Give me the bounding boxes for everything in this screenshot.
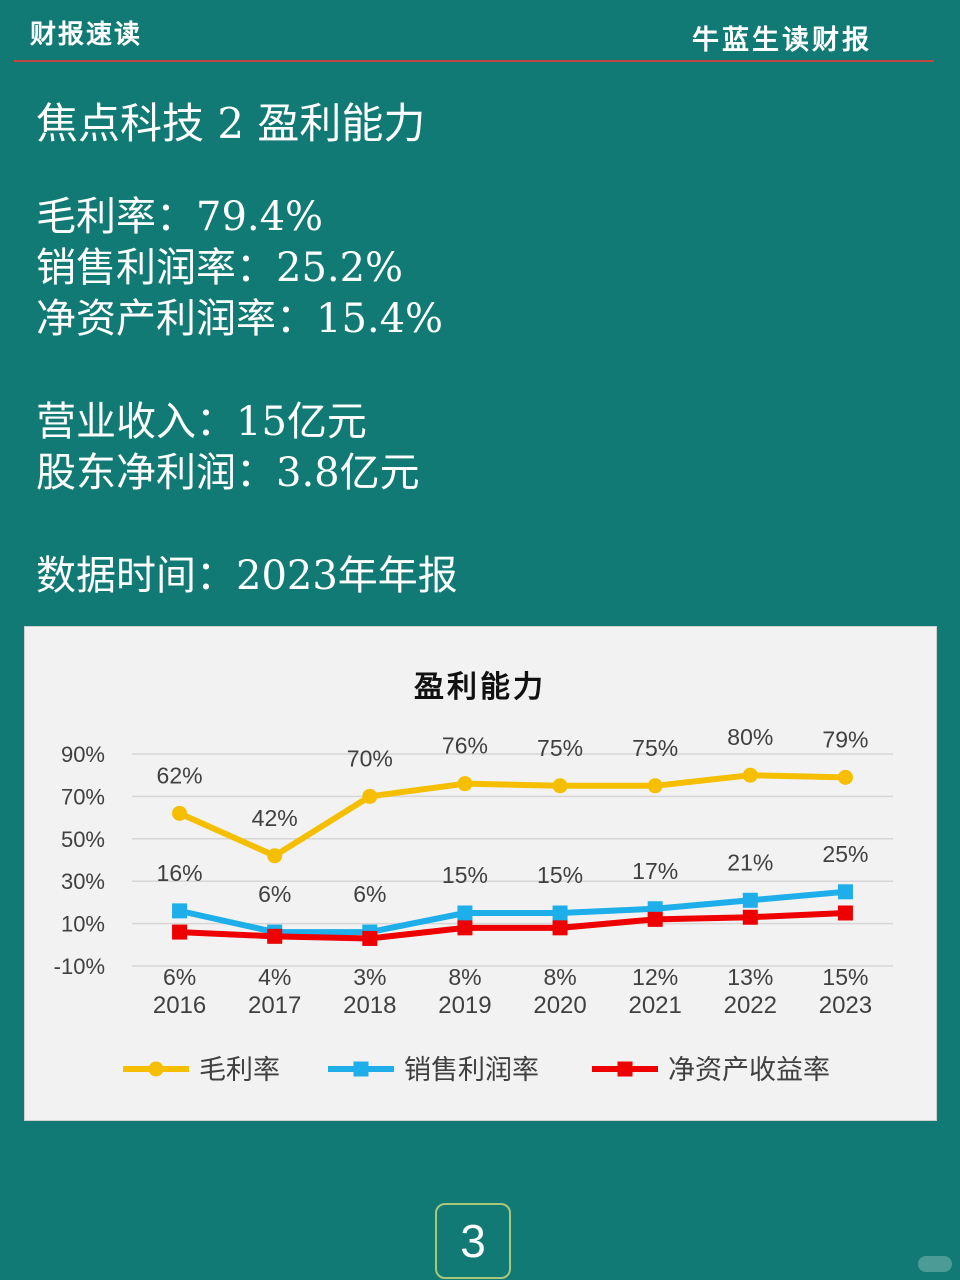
data-label: 70% — [347, 745, 393, 771]
data-point — [837, 769, 853, 785]
x-tick-label: 2020 — [533, 992, 586, 1019]
data-label: 21% — [727, 849, 773, 875]
legend-label: 净资产收益率 — [668, 1055, 830, 1086]
data-point — [457, 776, 473, 792]
revenue-stat: 营业收入：15亿元 — [36, 399, 367, 445]
watermark-badge — [918, 1256, 952, 1272]
header-right-label: 牛蓝生读财报 — [692, 25, 872, 56]
roe-stat: 净资产利润率：15.4% — [36, 296, 444, 342]
data-label: 79% — [822, 726, 868, 752]
legend-label: 毛利率 — [199, 1055, 280, 1086]
data-label: 6% — [353, 881, 386, 907]
data-label: 15% — [442, 862, 488, 888]
data-point — [172, 805, 188, 821]
data-label: 3% — [353, 964, 386, 990]
data-label: 75% — [632, 735, 678, 761]
series-line-1 — [178, 888, 846, 936]
y-tick-label: 30% — [61, 869, 105, 894]
data-point — [267, 848, 283, 864]
data-point — [742, 892, 758, 908]
series-line-2 — [179, 910, 846, 942]
data-point — [647, 778, 663, 794]
data-point — [362, 930, 378, 946]
chart-title: 盈利能力 — [414, 670, 546, 705]
data-label: 42% — [252, 805, 298, 831]
data-label: 15% — [537, 862, 583, 888]
data-label: 8% — [448, 964, 481, 990]
y-tick-label: -10% — [54, 954, 105, 979]
data-label: 15% — [822, 964, 868, 990]
legend-marker — [617, 1061, 633, 1077]
data-label: 4% — [258, 964, 291, 990]
chart-canvas: 盈利能力 90% 70% 50% 30% 10% -10% 2016 2017 2018 2019… — [54, 670, 893, 1086]
data-point — [742, 909, 758, 925]
x-tick-label: 2018 — [343, 992, 396, 1019]
data-label: 12% — [632, 964, 678, 990]
x-tick-label: 2019 — [438, 992, 491, 1019]
data-point — [552, 778, 568, 794]
y-tick-label: 70% — [61, 784, 105, 809]
x-tick-label: 2016 — [153, 992, 206, 1019]
header-left-label: 财报速读 — [30, 20, 143, 50]
data-point — [267, 928, 283, 944]
y-tick-label: 50% — [61, 827, 105, 852]
data-point — [837, 884, 853, 900]
net-profit-stat: 股东净利润：3.8亿元 — [36, 450, 420, 496]
data-point — [457, 920, 473, 936]
profitability-chart: 盈利能力 90% 70% 50% 30% 10% -10% 2016 2017 2018 2019… — [24, 626, 937, 1121]
data-label: 76% — [442, 733, 488, 759]
net-sales-margin-stat: 销售利润率：25.2% — [36, 245, 404, 291]
data-label: 8% — [543, 964, 576, 990]
page-number: 3 — [435, 1203, 511, 1279]
data-point — [552, 920, 568, 936]
y-tick-label: 90% — [61, 742, 105, 767]
gross-margin-stat: 毛利率：79.4% — [36, 194, 324, 240]
legend-marker — [148, 1061, 164, 1077]
data-point — [552, 905, 568, 921]
x-tick-label: 2022 — [724, 992, 777, 1019]
data-point — [362, 788, 378, 804]
stats-block: 毛利率：79.4% 销售利润率：25.2% 净资产利润率：15.4% 营业收入：… — [36, 192, 458, 602]
data-point — [837, 905, 853, 921]
page-title: 焦点科技 2 盈利能力 — [36, 99, 426, 148]
x-tick-label: 2021 — [628, 992, 681, 1019]
data-point — [172, 903, 188, 919]
data-point — [172, 924, 188, 940]
header-divider — [14, 60, 934, 62]
series-line-0 — [178, 772, 846, 859]
legend-marker — [353, 1061, 369, 1077]
legend-label: 销售利润率 — [404, 1055, 539, 1086]
data-label: 25% — [822, 841, 868, 867]
data-point — [457, 905, 473, 921]
data-label: 16% — [157, 860, 203, 886]
data-point — [647, 911, 663, 927]
data-time-stat: 数据时间：2023年年报 — [36, 553, 458, 599]
data-label: 75% — [537, 735, 583, 761]
data-label: 6% — [163, 964, 196, 990]
x-tick-label: 2023 — [819, 992, 872, 1019]
data-label: 13% — [727, 964, 773, 990]
data-label: 80% — [727, 724, 773, 750]
x-tick-label: 2017 — [248, 992, 301, 1019]
data-point — [742, 767, 758, 783]
data-label: 6% — [258, 881, 291, 907]
data-label: 17% — [632, 858, 678, 884]
data-label: 62% — [157, 762, 203, 788]
y-tick-label: 10% — [61, 912, 105, 937]
